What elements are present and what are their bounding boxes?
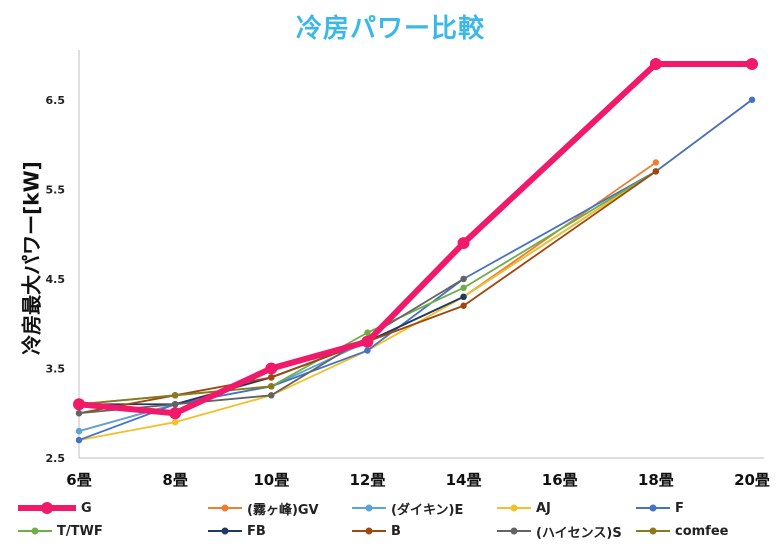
data-point: [75, 436, 83, 444]
legend-swatch: [497, 503, 531, 513]
data-point: [748, 96, 756, 103]
legend-item: (ダイキン)E: [352, 497, 463, 519]
legend-swatch: [18, 502, 76, 514]
data-point: [649, 57, 662, 70]
legend-swatch: [18, 526, 52, 536]
data-point: [361, 335, 374, 348]
legend: G (霧ヶ峰)GV (ダイキン)E AJ F T/TWF FB B (ハイセンス)S comfee: [0, 497, 781, 547]
series-line: [78, 98, 753, 441]
data-point: [268, 383, 275, 390]
data-point: [652, 159, 660, 166]
x-tick-label: 16畳: [542, 471, 578, 489]
data-point: [265, 362, 278, 375]
series-line: [76, 60, 755, 417]
series-line: [78, 170, 657, 406]
data-point: [364, 347, 371, 354]
legend-swatch: [636, 526, 670, 536]
y-tick-label: 4.5: [46, 273, 66, 286]
series-line: [78, 161, 657, 433]
x-tick-label: 14畳: [446, 471, 482, 489]
legend-item: (霧ヶ峰)GV: [208, 497, 319, 519]
x-tick-label: 8畳: [162, 471, 187, 489]
data-point: [75, 427, 83, 435]
legend-item: FB: [208, 520, 266, 542]
data-point: [171, 401, 179, 408]
chart-title: 冷房パワー比較: [295, 14, 485, 44]
legend-label: comfee: [675, 523, 729, 539]
data-point: [460, 293, 467, 300]
legend-item: AJ: [497, 497, 551, 519]
data-point: [460, 284, 467, 292]
data-point: [171, 418, 179, 426]
data-point: [460, 302, 467, 309]
legend-item: (ハイセンス)S: [497, 520, 622, 542]
legend-item: T/TWF: [18, 520, 103, 542]
data-point: [460, 275, 467, 283]
legend-swatch: [352, 503, 386, 513]
data-point: [75, 410, 83, 417]
data-point: [171, 392, 179, 399]
series-line: [78, 170, 657, 415]
x-tick-label: 20畳: [734, 471, 770, 489]
legend-item: F: [636, 497, 684, 519]
data-point: [268, 392, 275, 399]
legend-label: T/TWF: [57, 523, 103, 539]
legend-swatch: [352, 526, 386, 536]
x-tick-label: 6畳: [66, 471, 91, 489]
legend-swatch: [208, 526, 242, 536]
legend-swatch: [208, 503, 242, 513]
series-line: [78, 98, 753, 441]
legend-item: G: [18, 497, 92, 519]
data-point: [364, 329, 371, 336]
legend-label: FB: [247, 523, 266, 539]
data-point: [457, 237, 470, 250]
legend-item: B: [352, 520, 401, 542]
data-point: [652, 168, 660, 175]
series-line: [78, 170, 657, 433]
legend-swatch: [497, 526, 531, 536]
x-tick-label: 10畳: [253, 471, 289, 489]
y-tick-label: 6.5: [46, 94, 66, 107]
legend-label: G: [81, 500, 92, 516]
legend-label: B: [391, 523, 401, 539]
legend-label: F: [675, 500, 684, 516]
y-tick-label: 2.5: [46, 452, 66, 465]
x-tick-label: 12畳: [349, 471, 385, 489]
legend-item: comfee: [636, 520, 728, 542]
x-tick-label: 18畳: [638, 471, 674, 489]
data-point: [746, 57, 758, 70]
y-tick-label: 3.5: [46, 362, 66, 375]
legend-label: (ハイセンス)S: [536, 525, 622, 541]
legend-swatch: [636, 503, 670, 513]
data-point: [268, 374, 275, 381]
legend-label: (ダイキン)E: [391, 502, 464, 518]
data-point: [73, 398, 85, 411]
y-tick-label: 5.5: [46, 183, 66, 196]
legend-label: (霧ヶ峰)GV: [247, 502, 319, 518]
data-point: [169, 407, 182, 420]
legend-label: AJ: [536, 500, 551, 516]
